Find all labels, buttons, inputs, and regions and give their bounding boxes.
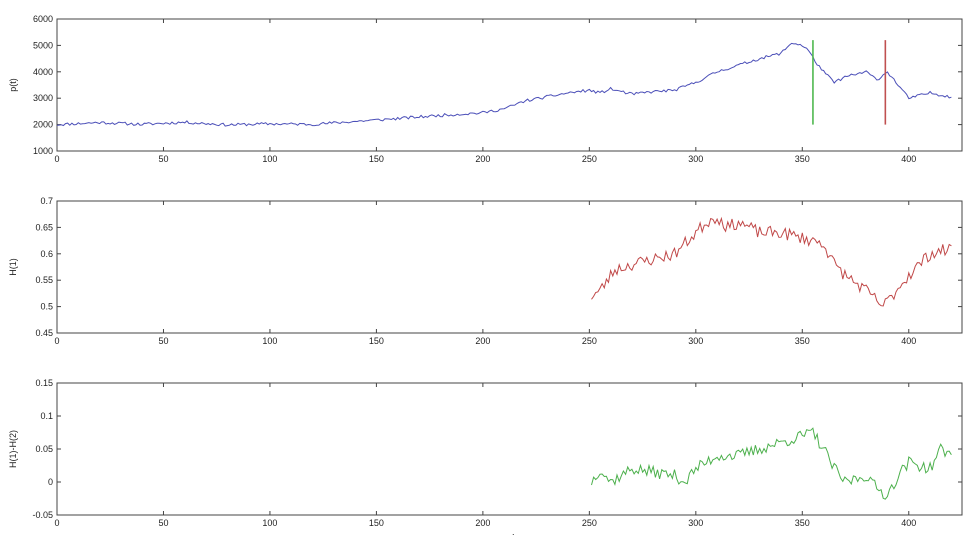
panel-h1: 0 50 100 150 200 250 300 350 400 0.45 0.5 0.55 0.6 0.… (8, 196, 963, 346)
y-axis-label: H(1)-H(2) (8, 430, 18, 468)
y-tick-label: 0.15 (35, 378, 53, 388)
series-line (56, 42, 952, 127)
y-tick-label: 5000 (33, 40, 53, 50)
y-tick-label: 0.55 (35, 275, 53, 285)
y-tick-label: 0.5 (40, 302, 53, 312)
stray-mark: . (512, 527, 515, 536)
y-tick-label: 0.05 (35, 444, 53, 454)
panel-price: 0 50 100 150 200 250 300 350 400 1000 2000 3000 4000… (8, 14, 963, 164)
x-tick-label: 150 (369, 154, 384, 164)
x-tick-label: 350 (795, 518, 810, 528)
x-tick-label: 50 (158, 336, 168, 346)
series-line (591, 427, 952, 500)
x-tick-label: 300 (688, 154, 703, 164)
y-axis-label: H(1) (8, 258, 18, 276)
x-tick-label: 0 (54, 336, 59, 346)
x-tick-label: 300 (688, 518, 703, 528)
axes-frame (56, 200, 963, 334)
x-tick-label: 0 (54, 154, 59, 164)
x-tick-label: 100 (262, 336, 277, 346)
y-tick-label: 0.1 (40, 411, 53, 421)
x-tick-label: 350 (795, 154, 810, 164)
x-tick-label: 400 (901, 518, 916, 528)
x-tick-label: 100 (262, 518, 277, 528)
y-tick-label: 2000 (33, 120, 53, 130)
x-tick-label: 400 (901, 336, 916, 346)
x-tick-label: 200 (475, 336, 490, 346)
y-tick-label: 1000 (33, 146, 53, 156)
y-tick-label: 0.65 (35, 222, 53, 232)
y-tick-label: 4000 (33, 67, 53, 77)
x-tick-label: 250 (582, 518, 597, 528)
series-line (591, 216, 952, 307)
x-tick-label: 300 (688, 336, 703, 346)
x-tick-label: 400 (901, 154, 916, 164)
x-tick-label: 250 (582, 154, 597, 164)
y-tick-label: 0 (48, 477, 53, 487)
y-tick-label: 0.6 (40, 249, 53, 259)
x-tick-label: 200 (475, 154, 490, 164)
y-tick-label: 3000 (33, 93, 53, 103)
x-tick-label: 50 (158, 518, 168, 528)
x-tick-label: 250 (582, 336, 597, 346)
x-tick-label: 100 (262, 154, 277, 164)
x-tick-label: 0 (54, 518, 59, 528)
y-axis-label: p(t) (8, 78, 18, 92)
y-tick-label: -0.05 (32, 510, 53, 520)
panel-h1-minus-h2: 0 50 100 150 200 250 300 350 400-0.0500.050.10.1… (8, 378, 963, 528)
y-tick-label: 0.7 (40, 196, 53, 206)
x-tick-label: 150 (369, 336, 384, 346)
x-tick-label: 150 (369, 518, 384, 528)
axes-frame (56, 18, 963, 152)
axes-frame (56, 382, 963, 516)
x-tick-label: 50 (158, 154, 168, 164)
y-tick-label: 0.45 (35, 328, 53, 338)
x-tick-label: 200 (475, 518, 490, 528)
x-tick-label: 350 (795, 336, 810, 346)
y-tick-label: 6000 (33, 14, 53, 24)
